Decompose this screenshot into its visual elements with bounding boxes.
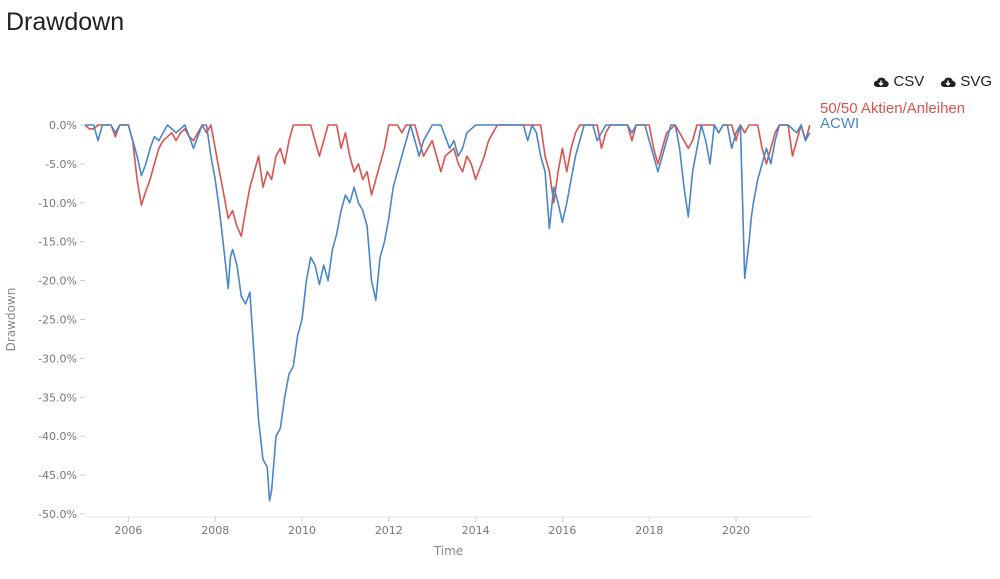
x-tick-label: 2014 — [462, 524, 490, 537]
series-line-acwi — [85, 124, 811, 502]
y-axis-title: Drawdown — [4, 288, 18, 352]
y-tick-label: -45.0% — [38, 469, 77, 482]
x-tick-label: 2010 — [288, 524, 316, 537]
page-title: Drawdown — [6, 8, 125, 36]
y-tick-label: 0.0% — [49, 119, 77, 132]
legend-entry-aktien-anleihen: 50/50 Aktien/Anleihen — [820, 100, 965, 117]
svg-download-label: SVG — [960, 73, 992, 90]
y-tick-label: -50.0% — [38, 508, 77, 521]
x-tick-label: 2012 — [375, 524, 403, 537]
csv-download-button[interactable]: CSV — [873, 73, 924, 90]
y-tick-label: -35.0% — [38, 391, 77, 404]
x-tick-label: 2020 — [722, 524, 750, 537]
download-buttons: CSV SVG — [873, 73, 992, 90]
y-tick-label: -20.0% — [38, 275, 77, 288]
legend-entry-acwi: ACWI — [820, 115, 859, 132]
cloud-download-icon — [874, 77, 890, 87]
y-tick-label: -25.0% — [38, 314, 77, 327]
x-tick-label: 2008 — [201, 524, 229, 537]
svg-download-button[interactable]: SVG — [940, 73, 992, 90]
y-tick-label: -40.0% — [38, 430, 77, 443]
y-tick-label: -30.0% — [38, 352, 77, 365]
x-tick-label: 2016 — [548, 524, 576, 537]
y-tick-label: -15.0% — [38, 236, 77, 249]
csv-download-label: CSV — [893, 73, 925, 90]
x-tick-label: 2006 — [114, 524, 142, 537]
x-axis-title: Time — [433, 544, 463, 558]
y-tick-label: -5.0% — [45, 158, 77, 171]
x-tick-label: 2018 — [635, 524, 663, 537]
cloud-download-icon — [941, 77, 956, 87]
y-tick-label: -10.0% — [38, 197, 77, 210]
